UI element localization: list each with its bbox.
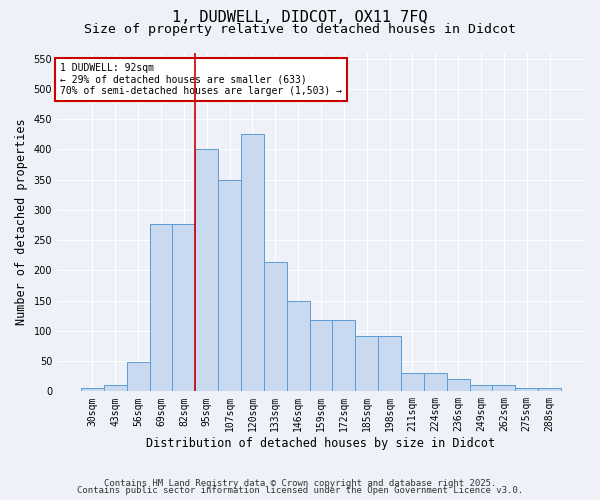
Bar	[172, 224, 196, 392]
Bar	[127, 362, 149, 392]
Y-axis label: Number of detached properties: Number of detached properties	[15, 118, 28, 325]
Bar	[378, 336, 401, 392]
Bar	[104, 386, 127, 392]
Text: Contains HM Land Registry data © Crown copyright and database right 2025.: Contains HM Land Registry data © Crown c…	[104, 478, 496, 488]
X-axis label: Distribution of detached houses by size in Didcot: Distribution of detached houses by size …	[146, 437, 496, 450]
Bar	[218, 180, 241, 392]
Bar	[355, 336, 378, 392]
Bar	[401, 373, 424, 392]
Bar	[493, 386, 515, 392]
Bar	[515, 388, 538, 392]
Text: 1, DUDWELL, DIDCOT, OX11 7FQ: 1, DUDWELL, DIDCOT, OX11 7FQ	[172, 10, 428, 25]
Text: Contains public sector information licensed under the Open Government Licence v3: Contains public sector information licen…	[77, 486, 523, 495]
Bar	[149, 224, 172, 392]
Bar	[241, 134, 264, 392]
Bar	[81, 388, 104, 392]
Bar	[196, 150, 218, 392]
Bar	[332, 320, 355, 392]
Bar	[264, 262, 287, 392]
Bar	[447, 379, 470, 392]
Bar	[287, 300, 310, 392]
Bar	[470, 386, 493, 392]
Text: Size of property relative to detached houses in Didcot: Size of property relative to detached ho…	[84, 22, 516, 36]
Bar	[424, 373, 447, 392]
Bar	[538, 388, 561, 392]
Bar	[310, 320, 332, 392]
Text: 1 DUDWELL: 92sqm
← 29% of detached houses are smaller (633)
70% of semi-detached: 1 DUDWELL: 92sqm ← 29% of detached house…	[59, 62, 341, 96]
